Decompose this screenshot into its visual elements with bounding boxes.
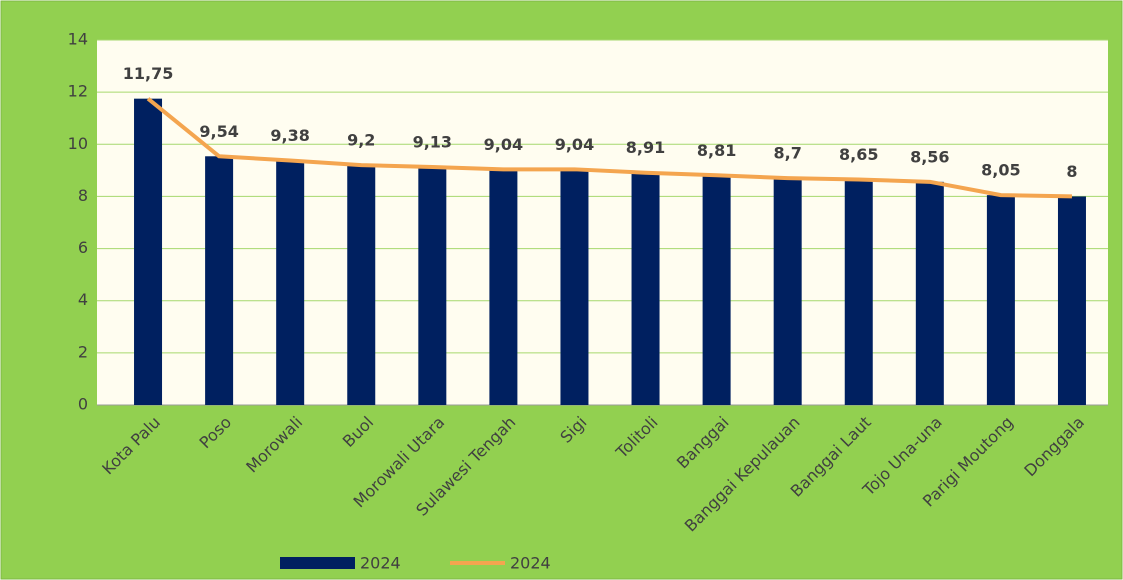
y-tick-label: 14 xyxy=(68,30,88,49)
y-tick-label: 6 xyxy=(78,238,88,257)
bar xyxy=(702,175,731,405)
y-tick-label: 4 xyxy=(78,290,88,309)
data-label: 8,91 xyxy=(626,138,665,157)
data-label: 9,38 xyxy=(270,126,309,145)
y-tick-label: 2 xyxy=(78,342,88,361)
line xyxy=(146,97,1072,199)
data-label: 9,13 xyxy=(413,132,452,151)
legend-label: 2024 xyxy=(360,554,401,573)
y-tick-label: 12 xyxy=(68,82,88,101)
bar xyxy=(276,160,305,405)
data-label: 9,54 xyxy=(199,122,238,141)
data-label: 8,05 xyxy=(981,161,1020,180)
bar xyxy=(347,165,376,405)
legend-label: 2024 xyxy=(510,554,551,573)
data-label: 8,65 xyxy=(839,145,878,164)
bar xyxy=(418,166,447,405)
bar xyxy=(1057,196,1086,405)
bar xyxy=(560,169,589,405)
data-label: 9,04 xyxy=(555,135,594,154)
data-label: 11,75 xyxy=(123,64,174,83)
y-tick-label: 10 xyxy=(68,134,88,153)
bar xyxy=(489,169,518,405)
bar xyxy=(915,181,944,405)
data-label: 8,7 xyxy=(774,144,802,163)
bar xyxy=(631,172,660,405)
legend-swatch xyxy=(280,557,355,569)
bar xyxy=(134,98,163,406)
data-label: 8,81 xyxy=(697,141,736,160)
y-tick-label: 0 xyxy=(78,395,88,414)
data-label: 9,04 xyxy=(484,135,523,154)
data-label: 9,2 xyxy=(347,131,375,150)
bar xyxy=(986,195,1015,405)
data-label: 8 xyxy=(1066,162,1077,181)
bar xyxy=(844,179,873,405)
y-tick-label: 8 xyxy=(78,186,88,205)
plot-area xyxy=(97,40,1108,405)
data-label: 8,56 xyxy=(910,147,949,166)
bar xyxy=(773,178,802,405)
bar xyxy=(205,156,234,405)
